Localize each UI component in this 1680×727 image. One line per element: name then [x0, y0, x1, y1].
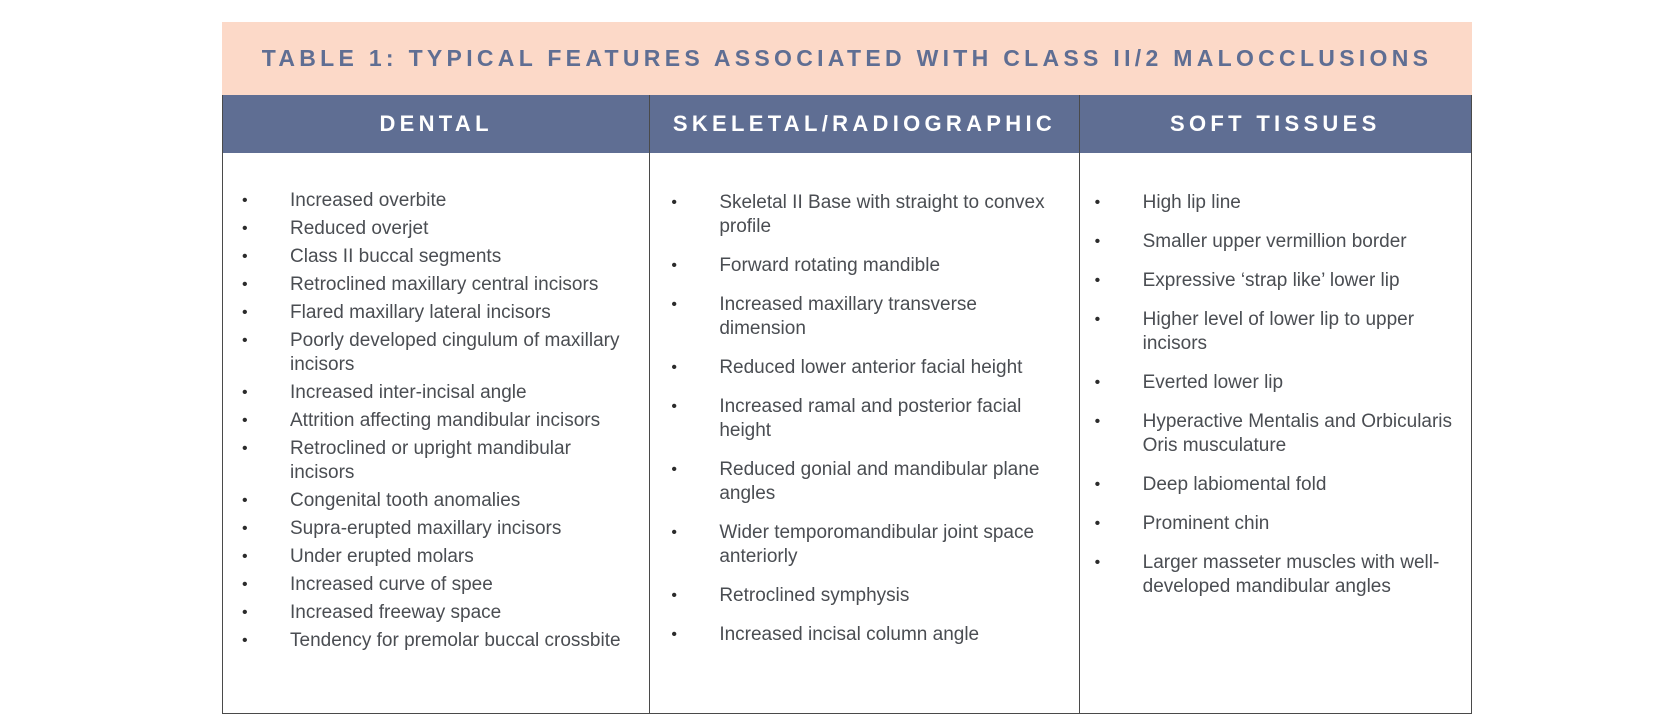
feature-list-item: Expressive ‘strap like’ lower lip	[1080, 269, 1457, 293]
column-dental: DENTAL Increased overbite Reduced overjet…	[223, 95, 650, 713]
feature-list-item: Increased maxillary transverse dimension	[650, 293, 1064, 341]
feature-list-item: Hyperactive Mentalis and Orbicularis Ori…	[1080, 410, 1457, 458]
feature-list-item: High lip line	[1080, 191, 1457, 215]
column-header-dental: DENTAL	[223, 95, 650, 153]
feature-list-item: Increased freeway space	[223, 601, 631, 625]
feature-list-item: Everted lower lip	[1080, 371, 1457, 395]
feature-list-item: Class II buccal segments	[223, 245, 631, 269]
feature-list-item: Skeletal II Base with straight to convex…	[650, 191, 1064, 239]
column-body-skeletal-radiographic: Skeletal II Base with straight to convex…	[650, 153, 1078, 713]
feature-list-item: Increased incisal column angle	[650, 623, 1064, 647]
feature-list-item: Attrition affecting mandibular incisors	[223, 409, 631, 433]
feature-list-item: Supra-erupted maxillary incisors	[223, 517, 631, 541]
feature-list-item: Reduced gonial and mandibular plane angl…	[650, 458, 1064, 506]
feature-list-item: Larger masseter muscles with well-develo…	[1080, 551, 1457, 599]
feature-list: High lip line Smaller upper vermillion bo…	[1080, 191, 1457, 599]
feature-list-item: Reduced overjet	[223, 217, 631, 241]
feature-list-item: Deep labiomental fold	[1080, 473, 1457, 497]
feature-list-item: Smaller upper vermillion border	[1080, 230, 1457, 254]
column-header-soft-tissues: SOFT TISSUES	[1079, 95, 1471, 153]
feature-list-item: Retroclined maxillary central incisors	[223, 273, 631, 297]
feature-list-item: Poorly developed cingulum of maxillary i…	[223, 329, 631, 377]
column-soft-tissues: SOFT TISSUES High lip line Smaller upper …	[1078, 95, 1471, 713]
column-body-dental: Increased overbite Reduced overjet Class I…	[223, 153, 649, 713]
feature-list-item: Congenital tooth anomalies	[223, 489, 631, 513]
feature-list-item: Prominent chin	[1080, 512, 1457, 536]
column-header-skeletal-radiographic: SKELETAL/RADIOGRAPHIC	[650, 95, 1079, 153]
feature-list-item: Forward rotating mandible	[650, 254, 1064, 278]
feature-list-item: Tendency for premolar buccal crossbite	[223, 629, 631, 653]
feature-list: Skeletal II Base with straight to convex…	[650, 191, 1064, 647]
feature-list-item: Wider temporomandibular joint space ante…	[650, 521, 1064, 569]
feature-list-item: Increased inter-incisal angle	[223, 381, 631, 405]
feature-list-item: Increased overbite	[223, 189, 631, 213]
feature-list-item: Retroclined or upright mandibular inciso…	[223, 437, 631, 485]
features-table: TABLE 1: TYPICAL FEATURES ASSOCIATED WIT…	[222, 22, 1472, 714]
feature-list-item: Higher level of lower lip to upper incis…	[1080, 308, 1457, 356]
table-grid: DENTAL Increased overbite Reduced overjet…	[222, 95, 1472, 714]
feature-list-item: Increased curve of spee	[223, 573, 631, 597]
feature-list-item: Under erupted molars	[223, 545, 631, 569]
feature-list: Increased overbite Reduced overjet Class I…	[223, 189, 631, 653]
feature-list-item: Retroclined symphysis	[650, 584, 1064, 608]
table-title: TABLE 1: TYPICAL FEATURES ASSOCIATED WIT…	[222, 22, 1472, 95]
column-body-soft-tissues: High lip line Smaller upper vermillion bo…	[1080, 153, 1471, 713]
feature-list-item: Increased ramal and posterior facial hei…	[650, 395, 1064, 443]
feature-list-item: Reduced lower anterior facial height	[650, 356, 1064, 380]
feature-list-item: Flared maxillary lateral incisors	[223, 301, 631, 325]
column-skeletal-radiographic: SKELETAL/RADIOGRAPHIC Skeletal II Base w…	[649, 95, 1079, 713]
